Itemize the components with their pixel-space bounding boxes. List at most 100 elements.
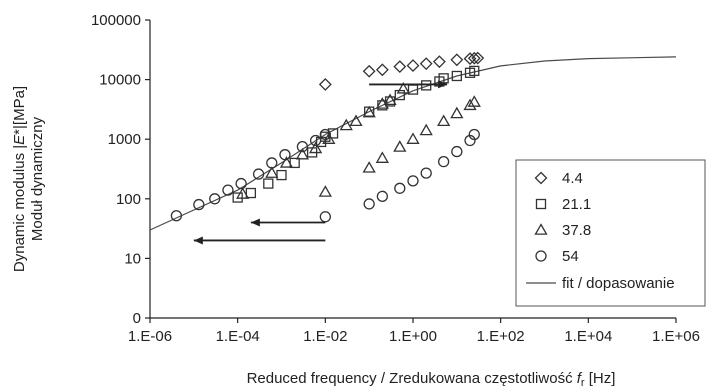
shift-arrow: [193, 236, 326, 245]
data-point-circle: [296, 140, 309, 153]
x-axis-title-part-c: [Hz]: [585, 370, 616, 387]
data-point-triangle: [450, 106, 464, 119]
x-axis-title-sub: r: [581, 377, 585, 389]
axes: [145, 19, 677, 323]
data-point-triangle: [406, 132, 420, 144]
x-tick-label: 1.E+02: [477, 328, 525, 345]
data-point-square: [245, 187, 257, 199]
legend-marker-diamond: [534, 171, 548, 185]
legend-box: [515, 159, 706, 307]
legend: 4.4 21.1 37.8 54 fit / dopasowanie: [515, 159, 706, 307]
data-point-circle: [319, 128, 331, 141]
y-tick-label: 100000: [91, 12, 141, 29]
data-point-circle: [468, 128, 480, 141]
data-point-diamond: [467, 51, 481, 65]
data-point-circle: [376, 190, 389, 202]
data-point-triangle: [467, 95, 481, 107]
data-point-triangle: [318, 185, 332, 197]
shift-arrow-head: [250, 218, 260, 227]
y-tick-label: 10000: [99, 72, 141, 89]
data-point-triangle: [295, 147, 310, 160]
shift-arrow: [250, 218, 326, 227]
legend-label: 4.4: [562, 170, 583, 187]
x-tick-label: 1.E-04: [216, 328, 260, 345]
data-point-triangle: [463, 98, 477, 111]
data-point-circle: [319, 211, 331, 223]
y-tick-label: 100: [116, 191, 141, 208]
data-point-triangle: [349, 114, 363, 127]
data-point-circle: [222, 184, 234, 196]
data-point-triangle: [396, 82, 410, 94]
data-point-triangle: [419, 123, 433, 136]
data-point-circle: [451, 145, 463, 158]
y-axis-title-part-c: *|[MPa]: [11, 86, 28, 135]
data-point-diamond: [471, 51, 485, 65]
data-markers: [170, 51, 485, 223]
y-tick-label: 1000: [108, 131, 141, 148]
data-point-triangle: [393, 140, 407, 152]
data-point-diamond: [419, 57, 433, 71]
legend-label: 37.8: [562, 222, 591, 239]
data-point-triangle: [437, 114, 451, 127]
data-point-diamond: [393, 60, 407, 74]
data-point-circle: [394, 182, 406, 194]
x-axis-title-part-a: Reduced frequency / Zredukowana częstotl…: [247, 370, 577, 387]
data-point-circle: [309, 134, 322, 147]
data-point-circle: [209, 193, 221, 205]
data-point-square: [232, 192, 243, 203]
data-point-circle: [266, 157, 278, 169]
data-point-circle: [363, 198, 375, 210]
tick-labels: 0 10 100 1000 10000 100000 1.E-06 1.E-04 1.E-02 1…: [91, 12, 700, 345]
y-axis-title-line2: Moduł dynamiczny: [29, 116, 46, 241]
x-tick-label: 1.E-06: [128, 328, 172, 345]
data-point-circle: [437, 156, 450, 168]
data-point-triangle: [362, 161, 376, 173]
data-point-circle: [170, 210, 183, 222]
shift-arrow: [369, 80, 448, 89]
y-axis-title-part-a: Dynamic modulus |: [11, 145, 28, 272]
legend-marker-triangle: [534, 223, 548, 235]
legend-label-fit: fit / dopasowanie: [562, 275, 675, 292]
data-point-triangle: [236, 187, 250, 199]
data-point-circle: [279, 149, 291, 161]
data-point-square: [276, 169, 287, 181]
data-point-triangle: [383, 93, 397, 106]
data-point-circle: [193, 198, 205, 211]
data-point-diamond: [450, 53, 464, 67]
legend-marker-circle: [535, 250, 547, 262]
y-axis-title: Dynamic modulus |E*|[MPa] Moduł dynamicz…: [11, 86, 46, 272]
data-point-circle: [235, 177, 247, 190]
data-point-diamond: [318, 78, 332, 91]
data-point-circle: [420, 167, 432, 179]
x-tick-label: 1.E+00: [389, 328, 437, 345]
data-point-diamond: [375, 63, 389, 77]
svg-text:Dynamic modulus |E*|[MPa]: Dynamic modulus |E*|[MPa]: [11, 86, 28, 272]
data-point-triangle: [322, 132, 336, 144]
data-point-square: [451, 70, 462, 82]
data-point-square: [421, 80, 432, 91]
data-point-triangle: [265, 166, 279, 178]
shift-arrows: [193, 80, 448, 245]
fit-line: [149, 56, 677, 231]
data-point-triangle: [279, 156, 294, 168]
data-point-square: [469, 65, 480, 77]
legend-label: 21.1: [562, 196, 591, 213]
data-point-triangle: [375, 151, 389, 163]
data-point-circle: [252, 168, 265, 180]
x-tick-label: 1.E+06: [652, 328, 700, 345]
data-point-diamond: [362, 64, 376, 78]
legend-marker-square: [535, 198, 547, 210]
x-tick-label: 1.E+04: [564, 328, 612, 345]
data-point-square: [263, 178, 274, 189]
y-tick-label: 0: [133, 310, 141, 327]
shift-arrow-head: [193, 236, 203, 245]
y-tick-label: 10: [124, 250, 141, 267]
data-point-circle: [407, 175, 419, 187]
x-axis-title: Reduced frequency / Zredukowana częstotl…: [247, 370, 616, 389]
x-tick-label: 1.E-02: [303, 328, 347, 345]
data-point-diamond: [432, 55, 446, 69]
data-point-diamond: [406, 59, 420, 72]
legend-label: 54: [562, 248, 579, 265]
data-point-triangle: [339, 118, 353, 131]
